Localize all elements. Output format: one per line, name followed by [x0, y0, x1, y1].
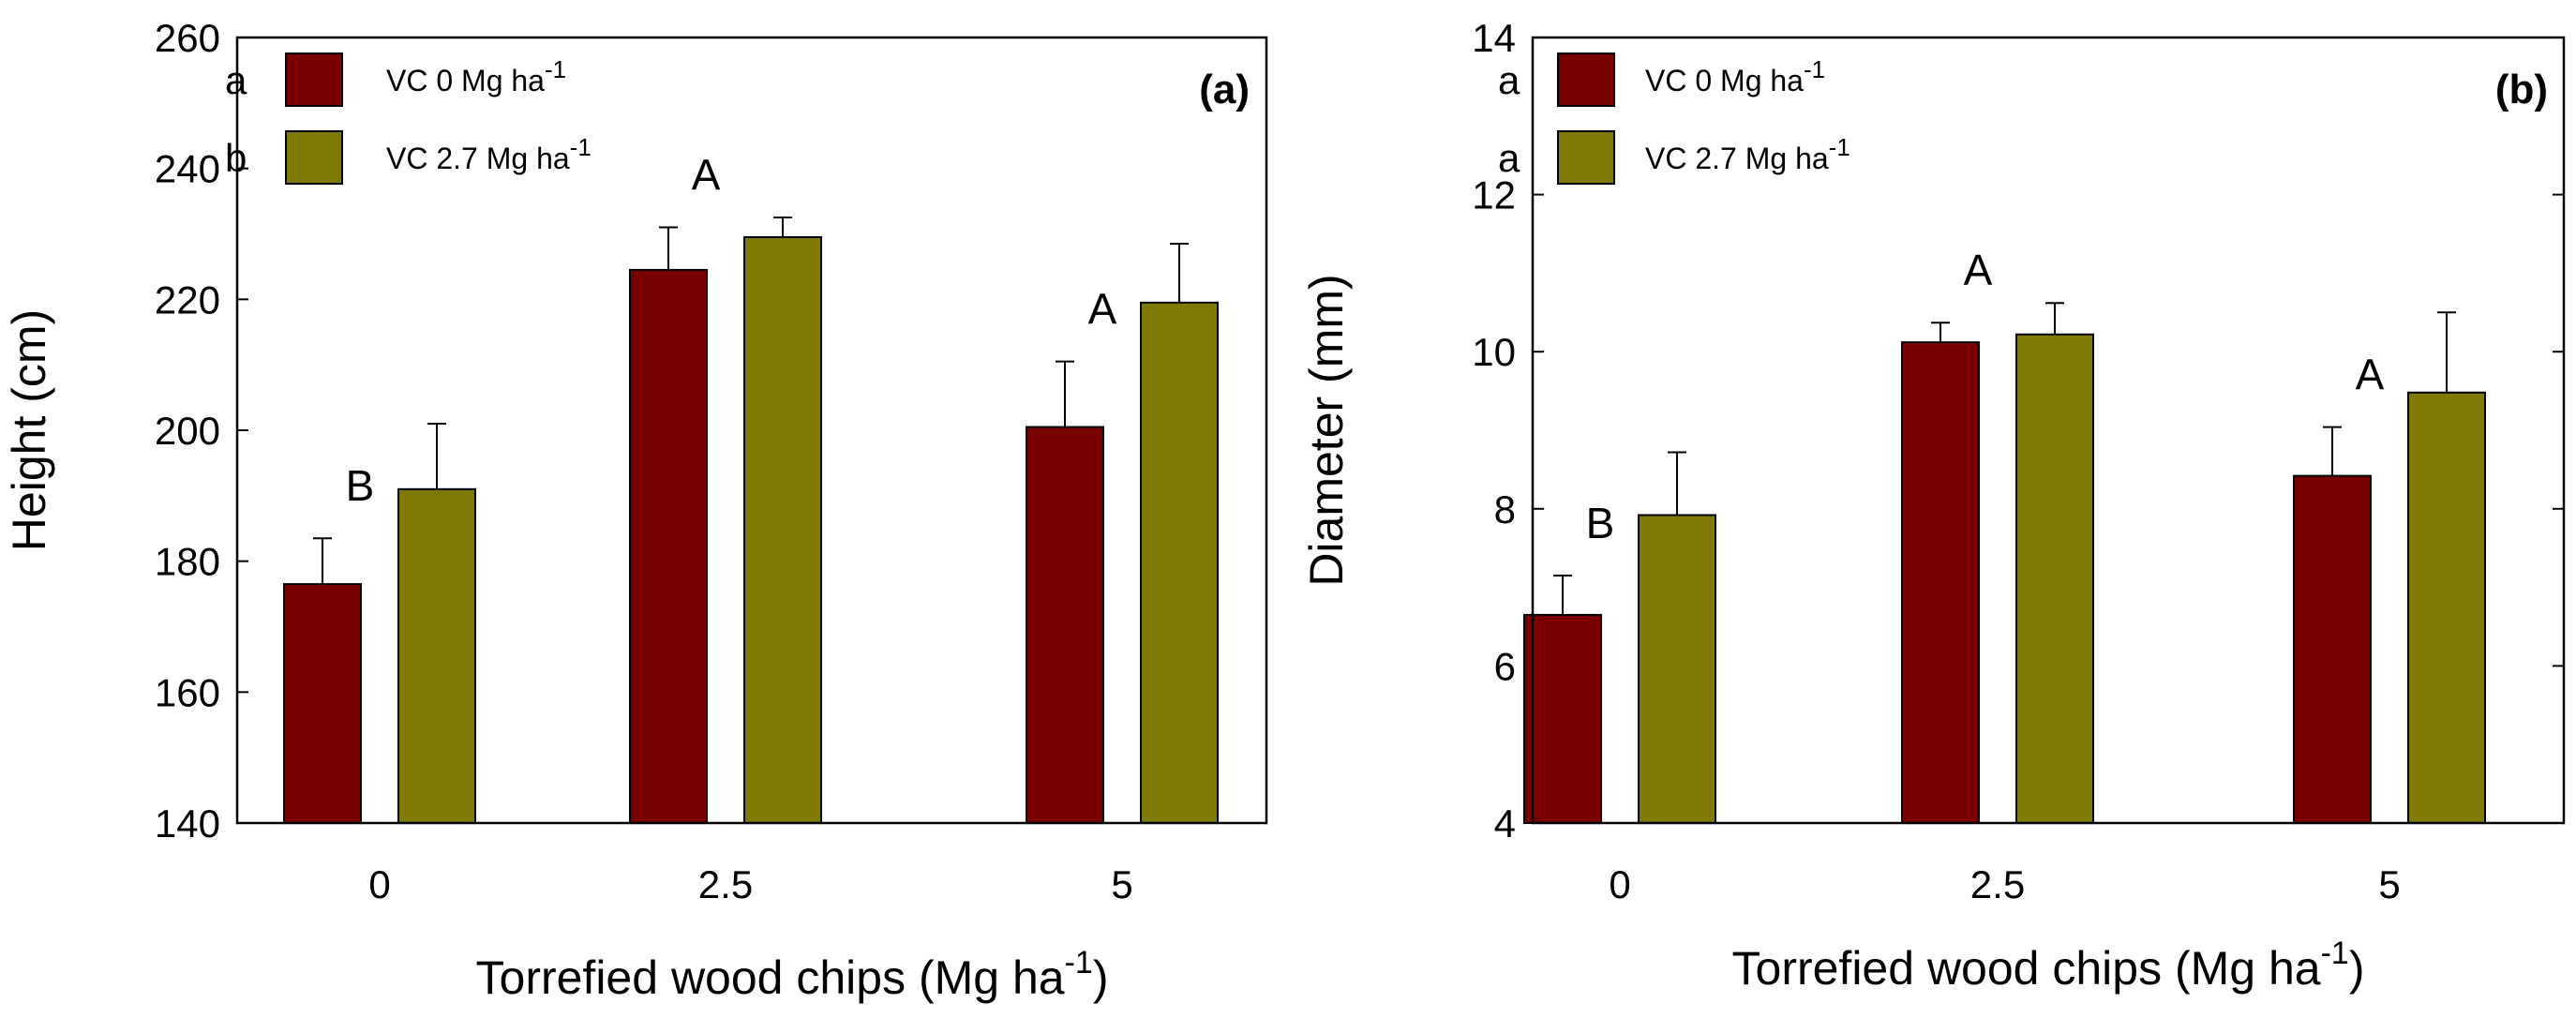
legend-label: VC 2.7 Mg ha-1	[386, 133, 592, 175]
bar	[1638, 514, 1716, 825]
group-letter: A	[1964, 246, 1993, 294]
bar	[1523, 613, 1602, 824]
legend-sig-letter: b	[225, 136, 247, 180]
group-letter: B	[1586, 499, 1615, 547]
bar	[629, 268, 708, 824]
y-tick-label: 220	[155, 277, 220, 322]
y-tick-label: 180	[155, 540, 220, 584]
y-tick-label: 160	[155, 670, 220, 714]
chart-panel-b: 4 6 8 10 12 14 0 B 2.5 A 5 A (b) Diameter (mm) Torrefi…	[1300, 16, 2566, 995]
legend-swatch	[285, 130, 343, 185]
legend: a VC 0 Mg ha-1a VC 2.7 Mg ha-1	[1498, 52, 1850, 185]
panel-label: (a)	[1199, 67, 1250, 112]
panel-label: (b)	[2495, 67, 2548, 112]
legend-label-sup: -1	[570, 133, 592, 161]
x-axis-label-close: )	[2349, 942, 2365, 995]
y-tick-label: 8	[1494, 487, 1516, 531]
plot-frame	[1531, 36, 2566, 825]
bar	[1026, 426, 1104, 824]
legend-sig-letter: a	[1498, 58, 1520, 102]
legend-label-sup: -1	[545, 55, 566, 83]
legend-sig-letter: a	[225, 58, 247, 102]
y-tick-label: 6	[1494, 644, 1516, 688]
x-axis-label-main: Torrefied wood chips (Mg ha	[476, 951, 1065, 1004]
x-tick-label: 0	[368, 862, 390, 906]
bar	[2407, 391, 2486, 824]
legend: a VC 0 Mg ha-1b VC 2.7 Mg ha-1	[225, 52, 592, 185]
y-tick-label: 14	[1472, 16, 1516, 60]
x-axis-label-main: Torrefied wood chips (Mg ha	[1732, 942, 2321, 995]
group-letter: A	[1088, 285, 1117, 334]
legend-label: VC 0 Mg ha-1	[386, 55, 566, 97]
bar	[283, 583, 362, 824]
group-letter: B	[346, 461, 375, 510]
group-letter: A	[2356, 351, 2385, 399]
legend-sig-letter: a	[1498, 136, 1520, 180]
bar	[2293, 474, 2372, 824]
bar	[1140, 301, 1219, 824]
x-tick-label: 2.5	[698, 862, 753, 906]
y-tick-label: 12	[1472, 173, 1516, 217]
legend-label: VC 2.7 Mg ha-1	[1645, 133, 1850, 175]
y-axis-label: Height (cm)	[3, 309, 55, 551]
x-axis-label-sup: -1	[1065, 945, 1093, 981]
x-axis-label: Torrefied wood chips (Mg ha-1)	[1732, 936, 2365, 995]
legend-swatch	[1557, 52, 1615, 107]
y-axis-label: Diameter (mm)	[1300, 274, 1353, 586]
legend-label-main: VC 2.7 Mg ha	[1645, 142, 1829, 175]
y-tick-label: 10	[1472, 330, 1516, 374]
legend-swatch	[285, 52, 343, 107]
y-tick-label: 200	[155, 409, 220, 453]
legend-label-sup: -1	[1804, 55, 1825, 83]
legend-swatch	[1557, 130, 1615, 185]
legend-label-main: VC 0 Mg ha	[1645, 64, 1804, 97]
group-letter: A	[692, 151, 721, 200]
legend-label-main: VC 2.7 Mg ha	[386, 142, 570, 175]
bar	[743, 235, 822, 825]
bar	[1901, 341, 1980, 825]
y-tick-label: 260	[155, 16, 220, 60]
y-tick-label: 240	[155, 147, 220, 191]
bar	[2015, 333, 2094, 825]
bar	[397, 487, 476, 824]
x-axis-label-close: )	[1093, 951, 1109, 1004]
x-tick-label: 0	[1609, 862, 1630, 906]
x-tick-label: 5	[1111, 862, 1132, 906]
legend-label-main: VC 0 Mg ha	[386, 64, 545, 97]
y-tick-label: 4	[1494, 801, 1516, 846]
y-tick-label: 140	[155, 801, 220, 846]
legend-label: VC 0 Mg ha-1	[1645, 55, 1825, 97]
x-axis-label-sup: -1	[2321, 936, 2349, 971]
x-axis-label: Torrefied wood chips (Mg ha-1)	[476, 945, 1109, 1004]
x-tick-label: 5	[2378, 862, 2400, 906]
plot-frame	[235, 36, 1268, 825]
legend-label-sup: -1	[1829, 133, 1850, 161]
x-tick-label: 2.5	[1970, 862, 2025, 906]
chart-panel-a: 140 160 180 200 220 240 260 0 B 2.5 A 5 A (a) Height (…	[3, 16, 1268, 1004]
